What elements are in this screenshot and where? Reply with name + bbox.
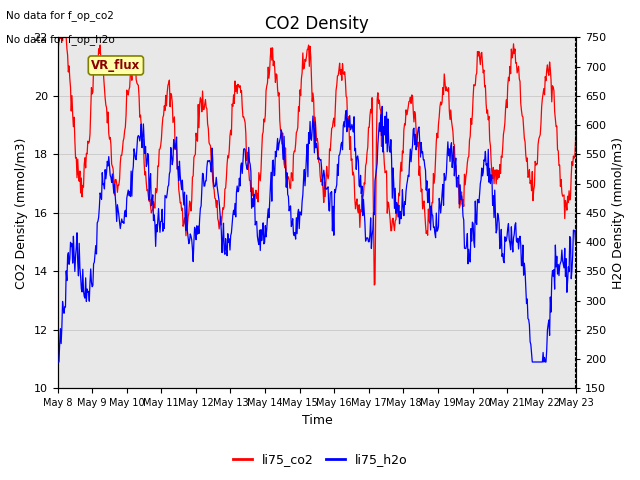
Y-axis label: H2O Density (mmol/m3): H2O Density (mmol/m3) [612,137,625,289]
Y-axis label: CO2 Density (mmol/m3): CO2 Density (mmol/m3) [15,137,28,288]
Text: VR_flux: VR_flux [92,59,141,72]
Text: No data for f_op_h2o: No data for f_op_h2o [6,34,115,45]
Title: CO2 Density: CO2 Density [265,15,369,33]
Legend: li75_co2, li75_h2o: li75_co2, li75_h2o [228,448,412,471]
X-axis label: Time: Time [301,414,332,427]
Text: No data for f_op_co2: No data for f_op_co2 [6,10,115,21]
